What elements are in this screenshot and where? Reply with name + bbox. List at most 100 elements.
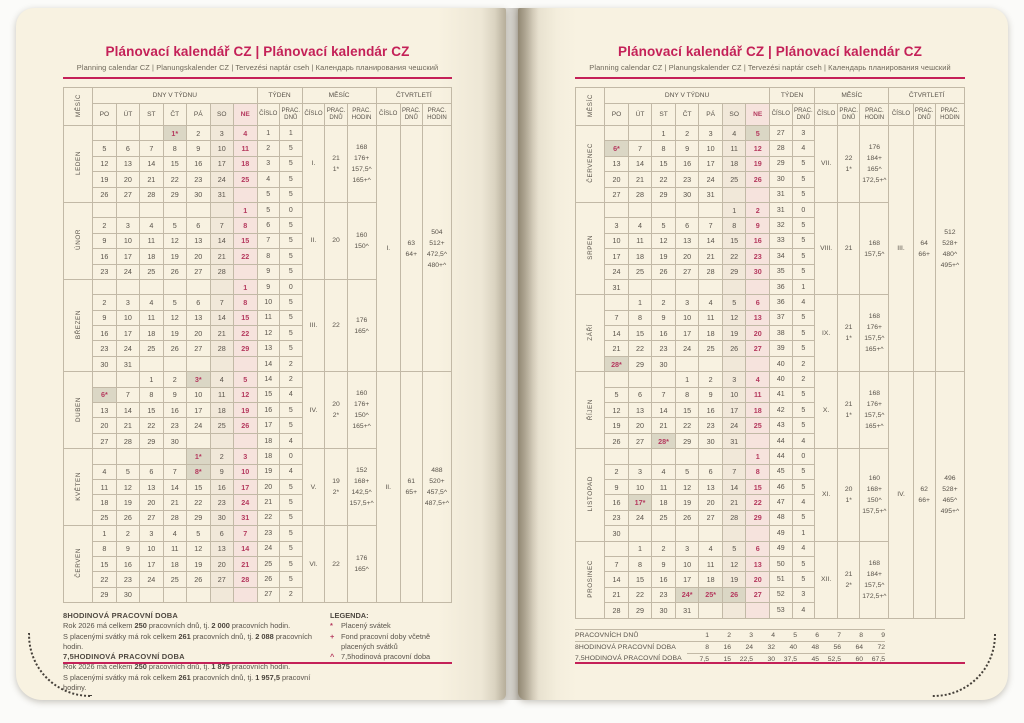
week-number: 51 <box>769 571 793 588</box>
week-row: 16 17 18 19 20 21 22 8 5 <box>64 248 452 265</box>
week-workdays: 5 <box>791 217 816 234</box>
day-cell: 12 <box>604 402 629 419</box>
day-cell: 5 <box>233 371 258 388</box>
day-cell: 7 <box>698 217 723 234</box>
month-name-text: DUBEN <box>74 396 82 422</box>
week-row: 23 24 25 26 27 28 29 48 5 <box>576 509 965 527</box>
value-line: 22 <box>332 560 340 568</box>
week-number: 23 <box>256 525 281 542</box>
day-cell: 17 <box>674 325 700 342</box>
week-number: 1 <box>256 124 281 142</box>
day-cell: 11 <box>721 140 747 157</box>
day-cell: 19 <box>92 171 117 188</box>
day-cell: 11 <box>162 540 188 557</box>
day-cell <box>92 278 117 296</box>
value-line: 2* <box>332 489 340 497</box>
week-row: 25 26 27 28 29 30 31 22 5 <box>64 509 452 527</box>
week-row: 2 3 4 5 6 7 8 45 5 <box>576 463 965 480</box>
month-name: ČERVEN <box>62 525 94 604</box>
day-cell: 27 <box>674 263 700 280</box>
week-workdays: 4 <box>279 463 303 480</box>
day-cell: 16 <box>162 402 188 419</box>
day-cell: 14 <box>162 478 188 496</box>
value-line: 1* <box>845 165 852 173</box>
week-row: LISTOPAD 1 44 0 XI. 20 1* 160 168+ 150^ 157,5+^ <box>574 448 965 542</box>
month-name: SRPEN <box>574 201 606 296</box>
week-number: 7 <box>256 232 281 250</box>
stat-column-header: PRAC. HODIN <box>421 103 453 126</box>
week-workdays: 5 <box>279 140 303 157</box>
week-number: 13 <box>256 340 281 357</box>
day-cell: 14 <box>721 478 747 496</box>
week-row: ZÁŘÍ 1 2 3 4 5 6 36 4 IX. 21 1* 168 176+ 157,5^ 165+^ <box>574 294 965 373</box>
stat-column-header: PRAC. DNŮ <box>912 103 936 126</box>
month-name: ŘÍJEN <box>574 371 606 450</box>
day-cell: 4 <box>162 525 188 542</box>
week-number: 29 <box>769 155 793 173</box>
value-line: 157,5^ <box>351 165 372 173</box>
day-cell: 1 <box>233 201 258 219</box>
day-cell: 21 <box>698 248 723 265</box>
value-line: 157,5+^ <box>349 500 374 508</box>
day-cell: 17 <box>674 571 700 588</box>
day-cell: 26 <box>162 340 188 357</box>
day-cell: 21 <box>651 417 676 434</box>
week-row: 11 12 13 14 15 16 17 20 5 <box>64 478 452 496</box>
day-cell: 14 <box>139 155 164 173</box>
day-cell: 2 <box>698 371 723 388</box>
stat-column-header: PRAC. DNŮ <box>837 103 861 126</box>
header-rule <box>575 77 965 79</box>
day-cell: 1 <box>651 124 676 142</box>
day-cell: 1 <box>721 201 747 219</box>
week-number: 24 <box>256 540 281 557</box>
value-line: 496 <box>944 474 956 482</box>
day-cell: 30 <box>209 509 235 527</box>
week-workdays: 5 <box>279 294 303 311</box>
week-workdays: 5 <box>279 155 303 173</box>
stat-column-header: PRAC. DNŮ <box>399 103 423 126</box>
value-line: 168+ <box>353 478 370 486</box>
day-cell: 23 <box>92 340 117 357</box>
day-cell: 28 <box>698 263 723 280</box>
day-cell: 9 <box>745 217 771 234</box>
week-workdays: 5 <box>279 402 303 419</box>
week-number: 6 <box>256 217 281 234</box>
day-cell: 15 <box>162 155 188 173</box>
week-number: 34 <box>769 248 793 265</box>
day-cell: 10 <box>186 386 211 404</box>
month-workdays: 21 1* <box>837 371 861 450</box>
day-cell <box>115 448 141 465</box>
summary-value: 6 <box>797 628 819 642</box>
day-cell: 7 <box>627 140 653 157</box>
week-workdays: 5 <box>791 171 816 188</box>
value-line: 480+^ <box>427 261 447 269</box>
day-cell: 7 <box>209 217 235 234</box>
working-time-notes: 8HODINOVÁ PRACOVNÍ DOBA Rok 2026 má celke… <box>63 611 330 693</box>
week-number: 40 <box>769 355 793 373</box>
day-cell: 7 <box>604 309 629 327</box>
legend-heading: LEGENDA: <box>330 611 369 621</box>
week-row: 31 36 1 <box>576 278 965 296</box>
value-line: 168+ <box>866 485 883 493</box>
workdays-hours-summary: PRACOVNÍCH DNŮ 1 2 3 4 5 6 7 8 9 8HODINOVÁ PRACOVN… <box>575 628 965 665</box>
day-cell: 8 <box>139 386 164 404</box>
day-cell: 12 <box>162 309 188 327</box>
day-cell: 12 <box>162 232 188 250</box>
month-hours: 168 157,5^ <box>859 201 890 296</box>
month-workdays: 20 1* <box>837 448 861 542</box>
day-cell: 9 <box>674 140 700 157</box>
quarter-hours: 512 528+ 480^ 495+^ <box>934 124 966 373</box>
week-number: 9 <box>256 263 281 280</box>
day-cell: 18 <box>721 155 747 173</box>
week-row: 21 22 23 24 25 26 27 39 5 <box>576 340 965 357</box>
day-cell: 26 <box>115 509 141 527</box>
day-cell: 7 <box>233 525 258 542</box>
summary-value: 45 <box>811 655 819 663</box>
day-cell <box>209 432 235 450</box>
day-cell: 26 <box>233 417 258 434</box>
day-cell: 25 <box>139 263 164 280</box>
day-cell: 11 <box>233 140 258 157</box>
day-cell: 7 <box>162 463 188 480</box>
value-line: 1* <box>332 165 340 173</box>
header-row-columns: PO ÚT ST ČT PÁ SO NE ČÍSLO PRAC. DNŮ ČÍSLO PRAC. D… <box>64 103 453 126</box>
